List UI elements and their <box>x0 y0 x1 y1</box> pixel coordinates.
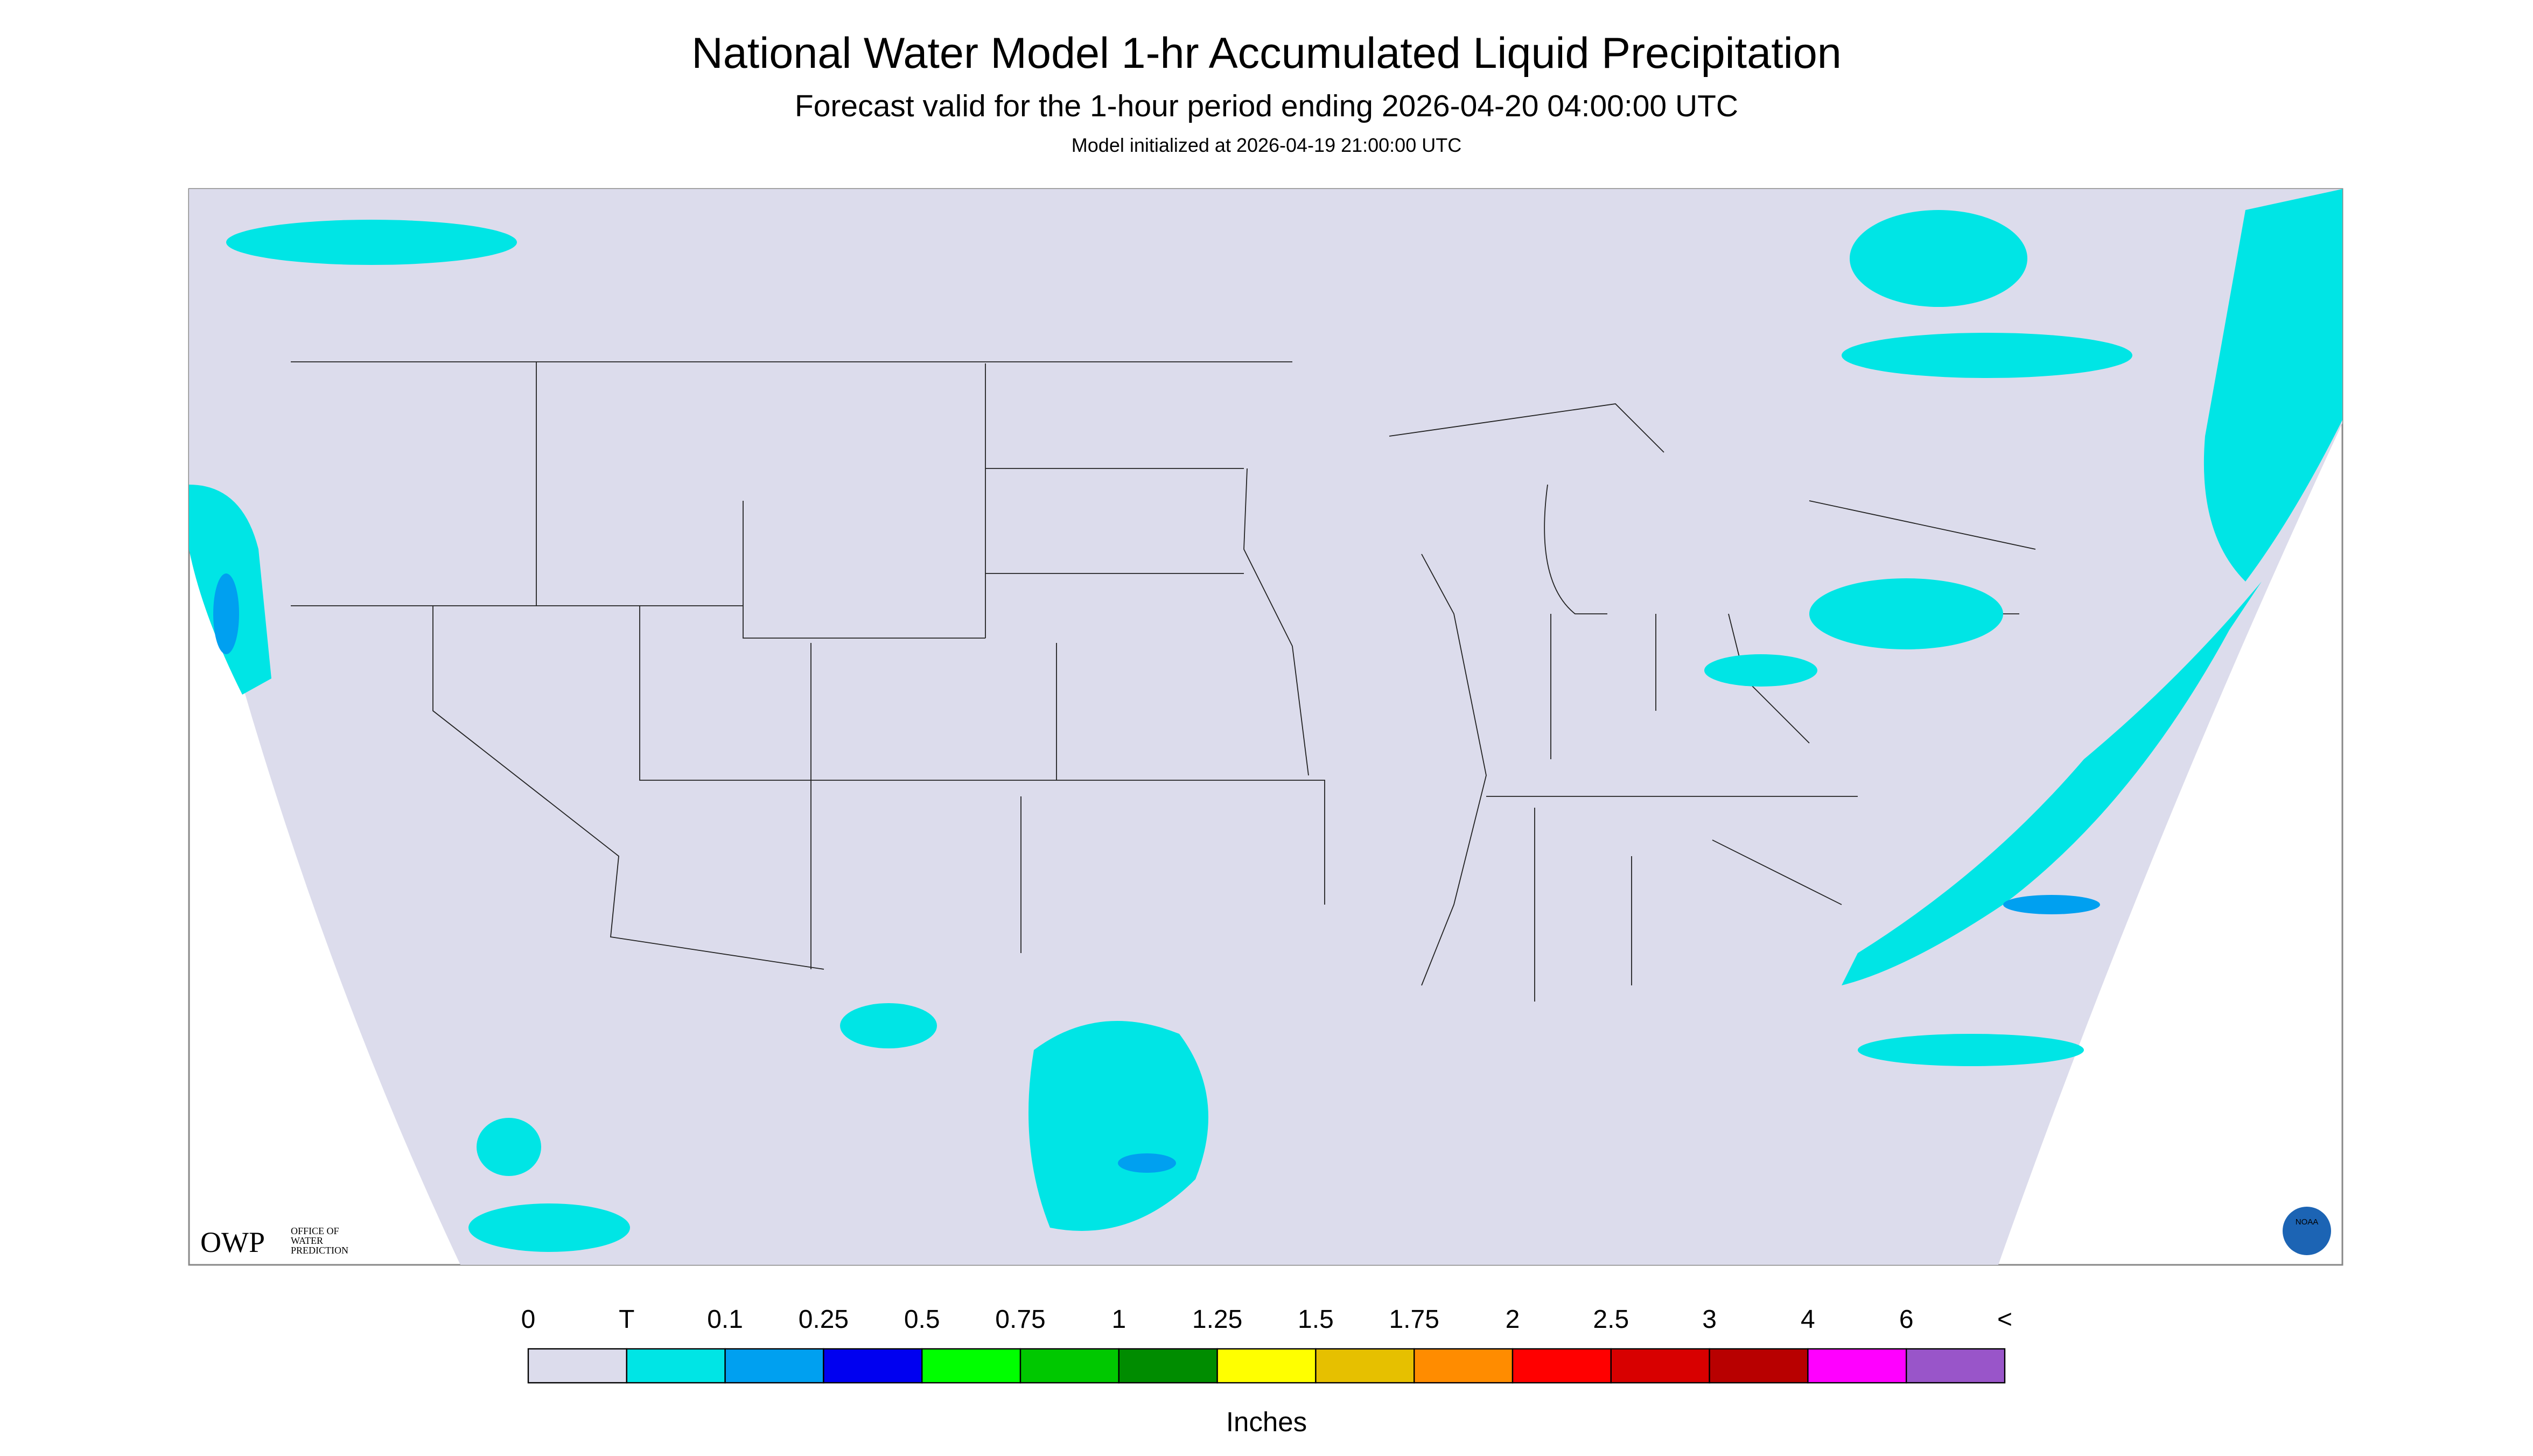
legend-swatch <box>1216 1348 1317 1384</box>
legend-label: 2 <box>1506 1305 1520 1334</box>
legend-swatch <box>823 1348 923 1384</box>
legend-swatch <box>1610 1348 1710 1384</box>
noaa-logo <box>2283 1207 2331 1256</box>
owp-logo-text: OFFICE OF <box>291 1226 339 1236</box>
legend-label: T <box>619 1305 634 1334</box>
legend-label: 0.75 <box>995 1305 1045 1334</box>
legend-swatch <box>626 1348 726 1384</box>
legend-swatch <box>1315 1348 1415 1384</box>
legend-swatch <box>527 1348 628 1384</box>
legend: 0 T 0.1 0.25 0.5 0.75 1 1.25 1.5 1.75 2 2.5 3 4 6 < <box>521 1305 2012 1384</box>
legend-swatch <box>1118 1348 1218 1384</box>
owp-logo-text: WATER <box>291 1235 323 1246</box>
legend-swatch <box>921 1348 1021 1384</box>
subtitle: Forecast valid for the 1-hour period end… <box>795 89 1738 123</box>
legend-label: 4 <box>1801 1305 1815 1334</box>
legend-units: Inches <box>1226 1406 1307 1437</box>
legend-label: 0.1 <box>707 1305 743 1334</box>
owp-logo-text: PREDICTION <box>291 1245 348 1256</box>
legend-label: 1.75 <box>1389 1305 1439 1334</box>
noaa-logo-text: NOAA <box>2296 1217 2319 1227</box>
legend-swatch <box>724 1348 824 1384</box>
legend-label: < <box>1997 1305 2012 1334</box>
legend-label: 1.25 <box>1192 1305 1242 1334</box>
legend-label: 1.5 <box>1298 1305 1334 1334</box>
init-note: Model initialized at 2026-04-19 21:00:00… <box>1072 134 1461 156</box>
legend-label: 6 <box>1899 1305 1914 1334</box>
legend-label: 1 <box>1111 1305 1126 1334</box>
legend-swatch <box>1019 1348 1120 1384</box>
legend-label: 2.5 <box>1593 1305 1629 1334</box>
model-domain <box>189 189 2342 1265</box>
map: OWP OFFICE OF WATER PREDICTION NOAA <box>188 188 2343 1266</box>
legend-swatch <box>1414 1348 1514 1384</box>
precip-areas <box>189 189 2342 1252</box>
title: National Water Model 1-hr Accumulated Li… <box>691 29 1842 78</box>
owp-logo: OWP <box>200 1226 265 1258</box>
legend-label: 0.5 <box>904 1305 940 1334</box>
legend-label: 0 <box>521 1305 536 1334</box>
legend-label: 0.25 <box>799 1305 849 1334</box>
legend-swatch <box>1709 1348 1809 1384</box>
legend-label: 3 <box>1702 1305 1717 1334</box>
legend-swatch <box>1512 1348 1612 1384</box>
legend-swatch <box>1807 1348 1907 1384</box>
legend-swatch <box>1905 1348 2006 1384</box>
